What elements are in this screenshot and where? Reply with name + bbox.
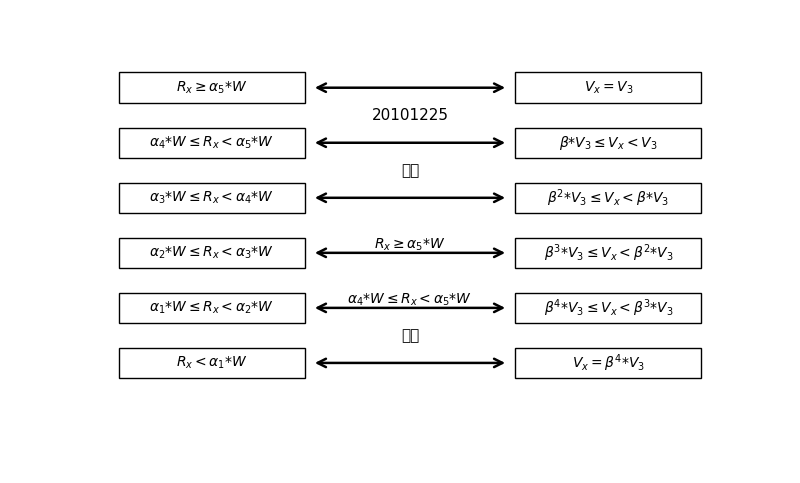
FancyBboxPatch shape [118,293,305,323]
FancyBboxPatch shape [515,72,702,103]
FancyBboxPatch shape [515,238,702,268]
FancyBboxPatch shape [515,293,702,323]
Text: $\alpha_4{*}W\leq R_x<\alpha_5{*}W$: $\alpha_4{*}W\leq R_x<\alpha_5{*}W$ [347,292,473,308]
Text: $R_x\geq\alpha_5{*}W$: $R_x\geq\alpha_5{*}W$ [176,80,247,96]
Text: $V_x=\beta^4{*}V_3$: $V_x=\beta^4{*}V_3$ [572,352,645,374]
Text: $R_x<\alpha_1{*}W$: $R_x<\alpha_1{*}W$ [176,355,247,371]
FancyBboxPatch shape [118,128,305,158]
FancyBboxPatch shape [515,183,702,213]
Text: 定値: 定値 [401,328,419,343]
Text: $\beta^4{*}V_3\leq V_x<\beta^3{*}V_3$: $\beta^4{*}V_3\leq V_x<\beta^3{*}V_3$ [544,297,673,319]
Text: $\beta^2{*}V_3\leq V_x<\beta{*}V_3$: $\beta^2{*}V_3\leq V_x<\beta{*}V_3$ [547,187,670,209]
FancyBboxPatch shape [515,128,702,158]
Text: $R_x\geq\alpha_5{*}W$: $R_x\geq\alpha_5{*}W$ [374,237,446,253]
Text: $\alpha_3{*}W\leq R_x<\alpha_4{*}W$: $\alpha_3{*}W\leq R_x<\alpha_4{*}W$ [149,190,274,206]
Text: $\alpha_4{*}W\leq R_x<\alpha_5{*}W$: $\alpha_4{*}W\leq R_x<\alpha_5{*}W$ [149,135,274,151]
FancyBboxPatch shape [118,238,305,268]
FancyBboxPatch shape [515,348,702,378]
Text: $V_x=V_3$: $V_x=V_3$ [584,80,633,96]
FancyBboxPatch shape [118,183,305,213]
Text: $\alpha_2{*}W\leq R_x<\alpha_3{*}W$: $\alpha_2{*}W\leq R_x<\alpha_3{*}W$ [149,245,274,261]
FancyBboxPatch shape [118,348,305,378]
Text: 20101225: 20101225 [371,108,449,123]
Text: $\alpha_1{*}W\leq R_x<\alpha_2{*}W$: $\alpha_1{*}W\leq R_x<\alpha_2{*}W$ [149,299,274,316]
FancyBboxPatch shape [118,72,305,103]
Text: $\beta{*}V_3\leq V_x<V_3$: $\beta{*}V_3\leq V_x<V_3$ [559,134,658,152]
Text: $\beta^3{*}V_3\leq V_x<\beta^2{*}V_3$: $\beta^3{*}V_3\leq V_x<\beta^2{*}V_3$ [544,242,673,264]
Text: 定値: 定値 [401,163,419,178]
